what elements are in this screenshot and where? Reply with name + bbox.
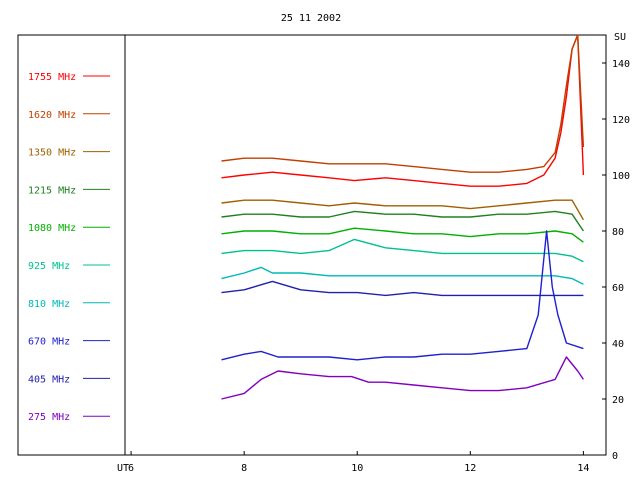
series-line [221, 280, 584, 297]
y-tick-label: 100 [612, 171, 630, 182]
series-layer [221, 34, 585, 400]
x-axis-label: UT [117, 463, 129, 474]
y-tick-label: 140 [612, 59, 630, 70]
legend-label: 1350 MHz [28, 148, 76, 159]
x-tick-label: 14 [577, 463, 589, 474]
series-line [221, 210, 584, 232]
legend-label: 925 MHz [28, 261, 70, 272]
series-line [221, 34, 585, 187]
series-line [221, 356, 584, 400]
y-tick-label: 40 [612, 339, 624, 350]
x-tick-label: 10 [351, 463, 363, 474]
legend-label: 405 MHz [28, 374, 70, 385]
y-tick-label: 60 [612, 283, 624, 294]
y-tick-label: 0 [612, 451, 618, 462]
x-tick-label: 6 [128, 463, 134, 474]
chart-title: 25 11 2002 [281, 13, 341, 24]
series-line [221, 199, 585, 221]
y-tick-label: 20 [612, 395, 624, 406]
legend-label: 275 MHz [28, 412, 70, 423]
x-tick-label: 12 [464, 463, 476, 474]
y-axis-label: SU [614, 32, 626, 43]
series-line [221, 266, 584, 285]
plot-frame [17, 34, 607, 456]
y-tick-label: 80 [612, 227, 624, 238]
legend-label: 1215 MHz [28, 185, 76, 196]
series-line [221, 227, 584, 243]
legend-label: 1080 MHz [28, 223, 76, 234]
legend-label: 670 MHz [28, 337, 70, 348]
y-tick-label: 120 [612, 115, 630, 126]
x-tick-label: 8 [241, 463, 247, 474]
legend-label: 1755 MHz [28, 72, 76, 83]
legend-label: 1620 MHz [28, 110, 76, 121]
legend-label: 810 MHz [28, 299, 70, 310]
series-line [221, 34, 585, 173]
series-line [221, 230, 584, 361]
legend: 1755 MHz 1620 MHz 1350 MHz 1215 MHz 1080 MHz… [28, 72, 110, 423]
series-line [221, 238, 584, 263]
